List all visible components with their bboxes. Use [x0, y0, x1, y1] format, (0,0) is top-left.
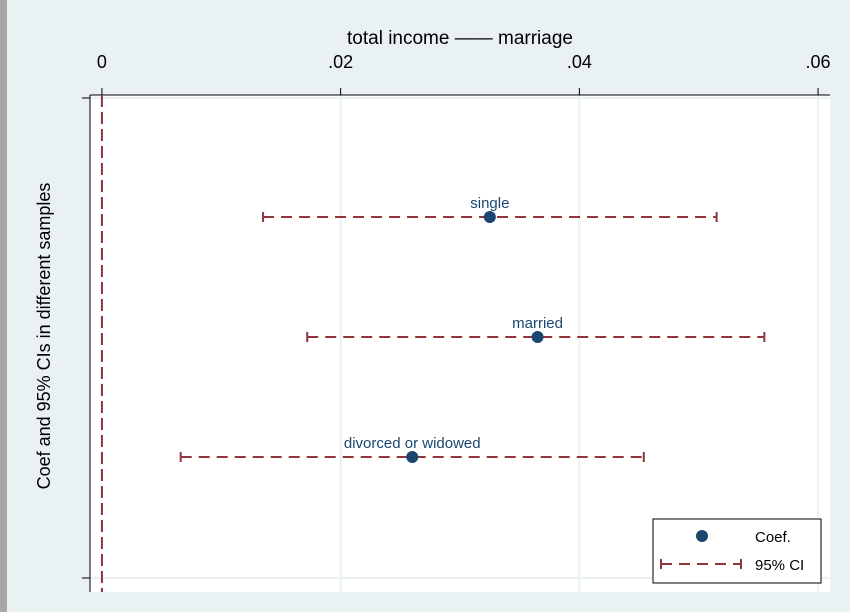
x-tick-label: 0: [97, 52, 107, 72]
point-label: married: [512, 315, 563, 332]
legend-ci-label: 95% CI: [755, 557, 804, 574]
legend-coef-label: Coef.: [755, 529, 791, 546]
point-labels: single married divorced or widowed: [344, 195, 563, 452]
x-tick-label: .04: [567, 52, 592, 72]
chart-title: total income —— marriage: [347, 28, 573, 49]
point-label: divorced or widowed: [344, 435, 481, 452]
legend: Coef. 95% CI: [652, 518, 822, 584]
coef-point: [483, 211, 496, 223]
x-tick-label: .06: [806, 52, 831, 72]
plot-area: [90, 95, 830, 592]
window-edge: [0, 0, 7, 612]
coef-point: [531, 331, 544, 343]
point-label: single: [470, 195, 509, 212]
axes: 0 .02 .04 .06: [82, 52, 831, 592]
coef-points: [406, 211, 544, 463]
x-tick-label: .02: [328, 52, 353, 72]
legend-box: [652, 518, 822, 584]
y-axis-label: Coef and 95% CIs in different samples: [34, 183, 54, 490]
legend-coef-marker: [696, 530, 708, 542]
coef-point: [406, 451, 419, 463]
